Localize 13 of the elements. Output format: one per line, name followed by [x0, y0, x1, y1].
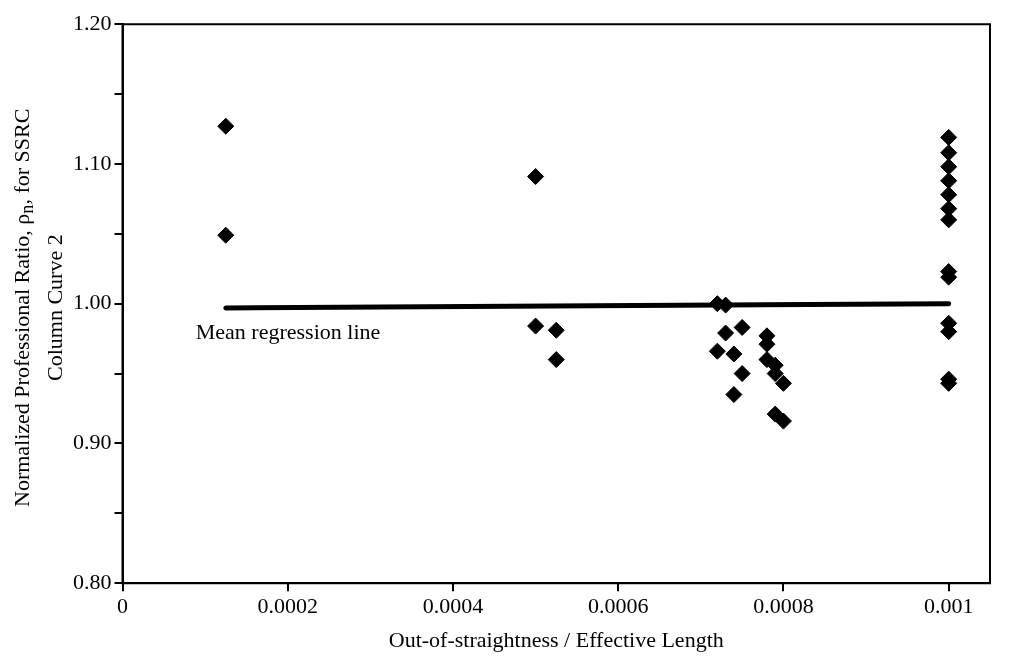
x-axis-title: Out-of-straightness / Effective Length [388, 626, 724, 652]
x-tick-label: 0.0002 [257, 593, 318, 619]
x-tick-label: 0.0008 [753, 593, 814, 619]
y-tick-label: 1.20 [73, 9, 112, 35]
x-tick-label: 0.001 [923, 593, 974, 619]
annotation: Mean regression line [195, 318, 381, 344]
x-tick-label: 0 [117, 593, 128, 619]
y-tick-label: 1.10 [73, 149, 112, 175]
y-tick-label: 0.80 [73, 568, 112, 594]
y-tick-label: 1.00 [73, 289, 112, 315]
x-tick-label: 0.0006 [587, 593, 649, 619]
y-tick-label: 0.90 [73, 429, 112, 455]
x-tick-label: 0.0004 [422, 593, 484, 619]
